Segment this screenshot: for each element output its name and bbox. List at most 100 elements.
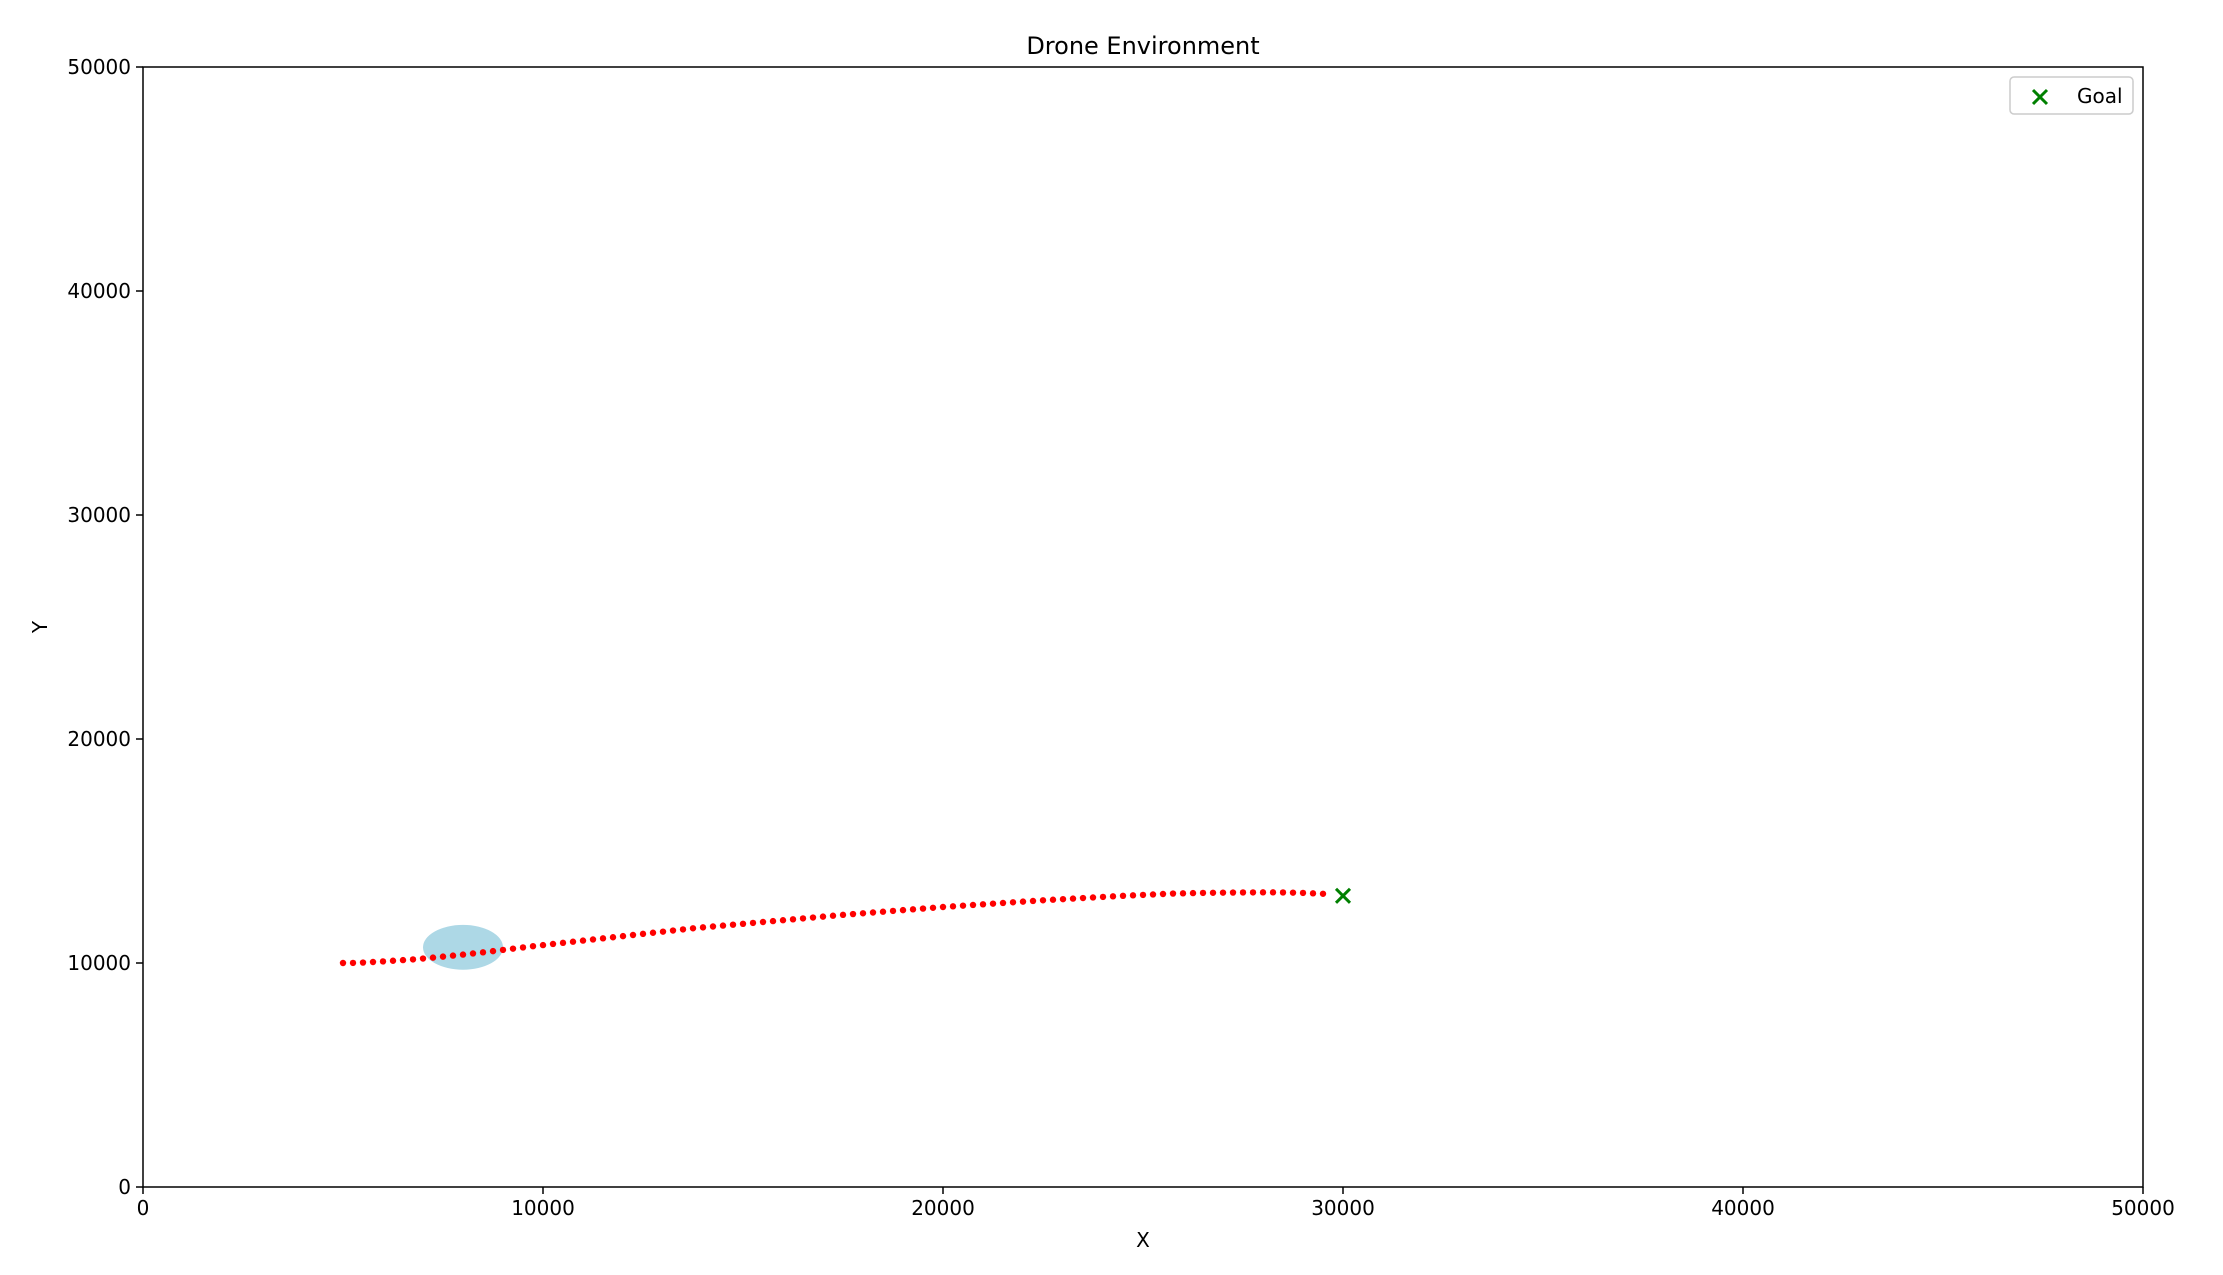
trajectory-point [439,953,447,960]
trajectory-point [1169,890,1177,897]
trajectory-point [1119,892,1127,899]
trajectory-point [989,900,997,907]
trajectory-point [379,958,387,965]
obstacle [423,924,503,970]
trajectory-point [1319,890,1327,897]
trajectory-point [509,945,517,952]
trajectory-point [1279,889,1287,896]
x-tick-label: 0 [137,1196,150,1220]
trajectory-point [1249,889,1257,896]
y-tick-label: 0 [118,1175,131,1199]
trajectory-point [859,910,867,917]
trajectory-point [949,903,957,910]
trajectory-point [829,912,837,919]
trajectory-point [779,917,787,924]
trajectory-point [1209,889,1217,896]
trajectory-point [969,901,977,909]
trajectory-point [749,919,757,927]
y-tick-label: 20000 [67,727,131,751]
trajectory-point [799,915,807,922]
x-axis-ticks: 0 10000 20000 30000 40000 50000 [137,1187,2175,1220]
trajectory-point [669,927,677,934]
trajectory-point [839,911,847,919]
trajectory-point [689,925,697,932]
trajectory-point [1059,895,1067,903]
trajectory-point [1239,889,1247,896]
trajectory-point [819,913,827,920]
trajectory-point [1069,895,1077,902]
x-tick-label: 30000 [1311,1196,1375,1220]
trajectory-point [1269,889,1277,896]
trajectory-point [709,923,717,930]
trajectory-point [999,899,1007,907]
trajectory-point [399,956,407,964]
x-tick-label: 40000 [1711,1196,1775,1220]
y-axis-label: Y [28,620,52,634]
trajectory-point [959,902,967,909]
trajectory-point [519,944,527,951]
trajectory-point [489,947,497,955]
trajectory-point [1029,897,1037,905]
trajectory-point [419,955,427,962]
trajectory-point [639,930,647,938]
trajectory-point [469,950,477,957]
legend-goal-label: Goal [2077,84,2123,108]
trajectory-point [389,957,397,964]
goal-marker [1334,887,1352,904]
trajectory-point [879,908,887,915]
trajectory-point [789,916,797,923]
trajectory-point [1149,891,1157,898]
trajectory-point [369,958,377,966]
trajectory-point [899,906,907,914]
legend: Goal [2009,76,2134,115]
trajectory-point [349,959,357,967]
trajectory-point [1019,898,1027,905]
trajectory-point [1219,889,1227,896]
trajectory-point [739,920,747,927]
trajectory-point [699,924,707,931]
trajectory-point [409,956,417,963]
trajectory-point [889,907,897,915]
trajectory-point [549,940,557,948]
chart-title: Drone Environment [1026,32,1259,60]
trajectory-point [1189,889,1197,897]
trajectory-point [1299,889,1307,897]
trajectory-point [919,905,927,912]
y-tick-label: 40000 [67,279,131,303]
trajectory-point [459,951,467,958]
trajectory-point [869,909,877,916]
trajectory-point [529,943,537,950]
trajectory-point [609,934,617,941]
trajectory-point [939,903,947,911]
trajectory-point [1139,891,1147,899]
trajectory-point [429,954,437,961]
trajectory-point [1199,889,1207,897]
trajectory-point [1099,893,1107,901]
trajectory-point [1109,893,1117,900]
trajectory-point [569,938,577,945]
trajectory-point [339,959,347,967]
trajectory-point [1179,890,1187,897]
trajectory-point [979,901,987,908]
x-tick-label: 20000 [911,1196,975,1220]
plot-frame [142,66,2144,1188]
trajectory-point [1129,892,1137,899]
trajectory-point [539,941,547,949]
trajectory-point [1009,899,1017,906]
y-tick-label: 30000 [67,503,131,527]
trajectory-point [1159,890,1167,898]
trajectory-point [719,922,727,929]
trajectory-point [1309,890,1317,897]
legend-goal-marker-icon [2031,88,2049,106]
trajectory-point [679,926,687,933]
x-tick-label: 50000 [2111,1196,2175,1220]
trajectory-point [849,910,857,918]
trajectory-point [499,946,507,954]
trajectory-point [1259,889,1267,896]
trajectory-point [729,921,737,928]
trajectory-point [1289,889,1297,896]
y-tick-label: 50000 [67,55,131,79]
trajectory-point [1229,889,1237,896]
